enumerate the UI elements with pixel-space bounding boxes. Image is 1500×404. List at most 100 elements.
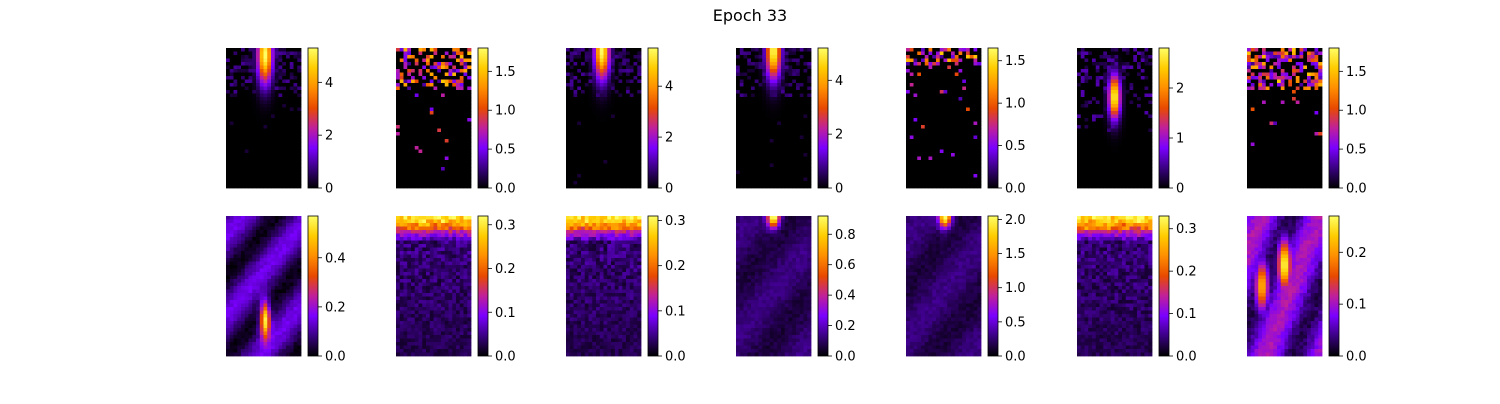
heatmap-cell (415, 73, 419, 77)
heatmap-cell (441, 52, 445, 56)
heatmap-cell (396, 164, 400, 168)
heatmap-cell (241, 90, 245, 94)
heatmap-cell (921, 139, 925, 143)
heatmap-cell (1145, 122, 1149, 126)
heatmap-cell (585, 83, 589, 87)
heatmap-cell (279, 139, 283, 143)
heatmap-cell (237, 97, 241, 101)
heatmap-cell (747, 101, 751, 105)
heatmap-cell (1111, 143, 1115, 147)
heatmap-cell (759, 171, 763, 175)
heatmap-cell (611, 87, 615, 91)
heatmap-cell (434, 164, 438, 168)
heatmap-cell (570, 59, 574, 63)
heatmap-cell (959, 62, 963, 66)
heatmap-cell (1092, 111, 1096, 115)
heatmap-cell (426, 136, 430, 140)
heatmap-cell (404, 157, 408, 161)
heatmap-cell (241, 101, 245, 105)
heatmap-cell (947, 181, 951, 185)
heatmap-cell (1141, 59, 1145, 63)
heatmap-cell (396, 83, 400, 87)
heatmap-cell (241, 146, 245, 150)
heatmap-cell (445, 87, 449, 91)
heatmap-cell (781, 160, 785, 164)
heatmap-cell (925, 104, 929, 108)
heatmap-cell (411, 80, 415, 84)
heatmap-cell (430, 146, 434, 150)
heatmap-cell (456, 62, 460, 66)
heatmap-cell (1296, 48, 1300, 52)
heatmap-cell (1096, 83, 1100, 87)
heatmap-cell (294, 129, 298, 133)
heatmap-cell (940, 129, 944, 133)
heatmap-cell (1103, 55, 1107, 59)
heatmap-cell (574, 136, 578, 140)
heatmap-cell (1088, 101, 1092, 105)
heatmap-cell (1088, 73, 1092, 77)
heatmap-cell (619, 167, 623, 171)
heatmap-cell (464, 174, 468, 178)
heatmap-cell (604, 153, 608, 157)
heatmap-cell (441, 157, 445, 161)
heatmap-cell (770, 59, 774, 63)
heatmap-cell (234, 87, 238, 91)
heatmap-cell (411, 150, 415, 154)
heatmap-cell (951, 97, 955, 101)
heatmap-cell (241, 76, 245, 80)
heatmap-cell (275, 178, 279, 182)
heatmap-cell (467, 83, 471, 87)
heatmap-cell (411, 111, 415, 115)
heatmap-cell (959, 122, 963, 126)
heatmap-cell (910, 87, 914, 91)
heatmap-cell (936, 157, 940, 161)
heatmap-cell (271, 55, 275, 59)
heatmap-cell (906, 157, 910, 161)
heatmap-cell (740, 164, 744, 168)
heatmap-cell (634, 97, 638, 101)
heatmap-cell (434, 181, 438, 185)
heatmap-cell (411, 122, 415, 126)
heatmap-cell (234, 101, 238, 105)
heatmap-cell (1137, 122, 1141, 126)
heatmap-cell (781, 104, 785, 108)
heatmap-cell (252, 76, 256, 80)
heatmap-cell (766, 139, 770, 143)
heatmap-cell (419, 69, 423, 73)
heatmap-cell (615, 108, 619, 112)
heatmap-cell (1148, 136, 1152, 140)
heatmap-cell (437, 143, 441, 147)
heatmap-cell (422, 90, 426, 94)
heatmap-cell (279, 94, 283, 98)
heatmap-cell (977, 167, 981, 171)
heatmap-cell (1141, 129, 1145, 133)
heatmap-cell (932, 118, 936, 122)
heatmap-cell (766, 104, 770, 108)
heatmap-cell (740, 150, 744, 154)
heatmap-cell (430, 171, 434, 175)
heatmap-cell (925, 87, 929, 91)
heatmap-cell (932, 129, 936, 133)
heatmap-cell (626, 83, 630, 87)
heatmap-cell (1115, 90, 1119, 94)
heatmap-cell (460, 69, 464, 73)
heatmap-cell (770, 136, 774, 140)
heatmap-cell (800, 90, 804, 94)
heatmap-cell (570, 73, 574, 77)
heatmap-cell (932, 59, 936, 63)
heatmap-cell (789, 146, 793, 150)
heatmap-cell (441, 62, 445, 66)
heatmap-cell (1088, 118, 1092, 122)
heatmap-cell (1107, 118, 1111, 122)
heatmap-cell (744, 153, 748, 157)
heatmap-cell (962, 181, 966, 185)
heatmap-cell (464, 157, 468, 161)
heatmap-cell (1137, 59, 1141, 63)
heatmap-cell (744, 122, 748, 126)
heatmap-cell (955, 174, 959, 178)
heatmap-cell (1088, 115, 1092, 119)
heatmap-cell (407, 174, 411, 178)
heatmap-cell (467, 167, 471, 171)
heatmap-cell (1137, 143, 1141, 147)
heatmap-cell (966, 83, 970, 87)
